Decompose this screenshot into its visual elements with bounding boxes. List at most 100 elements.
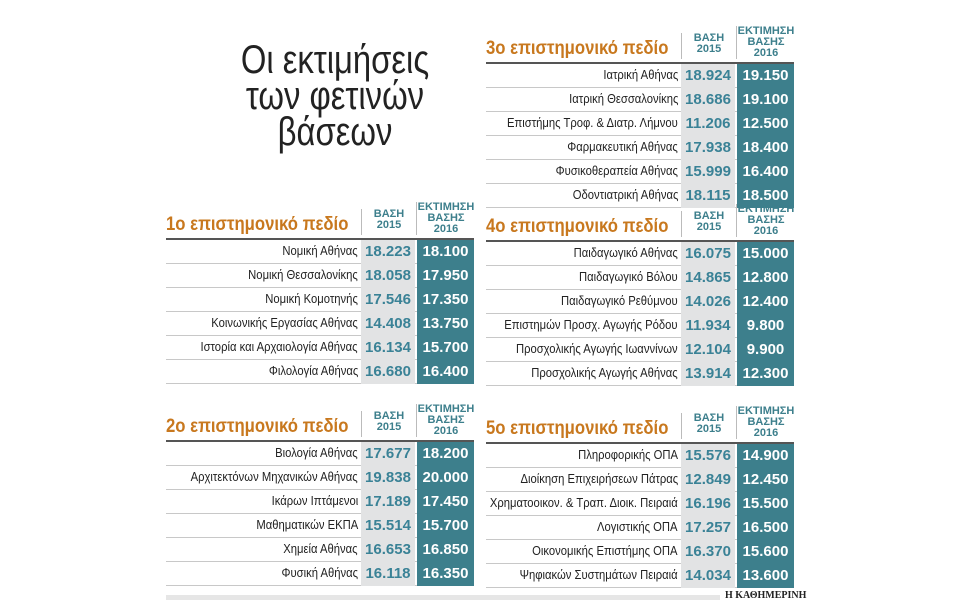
estimate-2016: 15.000 xyxy=(737,242,794,266)
column-header-line: ΒΑΣΗ xyxy=(693,412,725,424)
column-header-2016: ΕΚΤΙΜΗΣΗ ΒΑΣΗΣ 2016 xyxy=(736,406,795,439)
department-name: Λογιστικής ΟΠΑ xyxy=(597,520,678,534)
base-2015: 18.058 xyxy=(361,264,415,288)
estimate-2016: 14.900 xyxy=(737,444,794,468)
base-2015: 13.914 xyxy=(681,362,735,386)
table-title: 2ο επιστημονικό πεδίο xyxy=(166,416,349,437)
estimate-2016: 19.100 xyxy=(737,88,794,112)
estimate-2016: 15.600 xyxy=(737,540,794,564)
base-2015: 17.938 xyxy=(681,136,735,160)
column-header-line: ΒΑΣΗΣ xyxy=(427,414,465,426)
column-header-line: ΒΑΣΗ xyxy=(373,410,405,422)
base-2015: 15.999 xyxy=(681,160,735,184)
table-row: Οικονομικής Επιστήμης ΟΠΑ 16.370 15.600 xyxy=(486,540,794,564)
table-row: Κοινωνικής Εργασίας Αθήνας 14.408 13.750 xyxy=(166,312,474,336)
credit-logo: Η ΚΑΘΗΜΕΡΙΝΗ xyxy=(725,590,807,601)
field-table: 2ο επιστημονικό πεδίο ΒΑΣΗ 2015 ΕΚΤΙΜΗΣΗ Β… xyxy=(166,394,474,586)
base-2015: 15.514 xyxy=(361,514,415,538)
estimate-2016: 16.400 xyxy=(737,160,794,184)
estimate-2016: 16.850 xyxy=(417,538,474,562)
table-row: Φυσική Αθήνας 16.118 16.350 xyxy=(166,562,474,586)
department-name: Παιδαγωγικό Αθήνας xyxy=(573,246,678,260)
estimate-2016: 13.600 xyxy=(737,564,794,588)
column-header-line: ΒΑΣΗΣ xyxy=(747,36,785,48)
base-2015: 14.034 xyxy=(681,564,735,588)
field-table: 3ο επιστημονικό πεδίο ΒΑΣΗ 2015 ΕΚΤΙΜΗΣΗ Β… xyxy=(486,16,794,208)
title-line: Οι εκτιμήσεις xyxy=(240,38,430,82)
title-line: των φετινών xyxy=(245,74,425,118)
column-header-line: ΕΚΤΙΜΗΣΗ xyxy=(417,403,475,415)
table-row: Λογιστικής ΟΠΑ 17.257 16.500 xyxy=(486,516,794,540)
table-row: Διοίκηση Επιχειρήσεων Πάτρας 12.849 12.4… xyxy=(486,468,794,492)
estimate-2016: 9.800 xyxy=(737,314,794,338)
table-row: Παιδαγωγικό Ρεθύμνου 14.026 12.400 xyxy=(486,290,794,314)
department-name: Φυσική Αθήνας xyxy=(281,566,358,580)
estimate-2016: 12.300 xyxy=(737,362,794,386)
table-row: Οδοντιατρική Αθήνας 18.115 18.500 xyxy=(486,184,794,208)
department-name: Οικονομικής Επιστήμης ΟΠΑ xyxy=(532,544,678,558)
department-name: Φιλολογία Αθήνας xyxy=(268,364,358,378)
department-name: Νομική Κομοτηνής xyxy=(265,292,358,306)
base-2015: 11.934 xyxy=(681,314,735,338)
department-name: Ιστορία και Αρχαιολογία Αθήνας xyxy=(200,340,358,354)
department-name: Επιστημών Προσχ. Αγωγής Ρόδου xyxy=(504,318,678,332)
column-header-line: ΕΚΤΙΜΗΣΗ xyxy=(417,201,475,213)
department-name: Οδοντιατρική Αθήνας xyxy=(572,188,678,202)
field-table: 1ο επιστημονικό πεδίο ΒΑΣΗ 2015 ΕΚΤΙΜΗΣΗ Β… xyxy=(166,192,474,384)
department-name: Νομική Αθήνας xyxy=(282,244,358,258)
base-2015: 15.576 xyxy=(681,444,735,468)
base-2015: 18.686 xyxy=(681,88,735,112)
table-title: 3ο επιστημονικό πεδίο xyxy=(486,38,669,59)
base-2015: 12.849 xyxy=(681,468,735,492)
estimate-2016: 19.150 xyxy=(737,64,794,88)
base-2015: 16.653 xyxy=(361,538,415,562)
table-row: Φαρμακευτική Αθήνας 17.938 18.400 xyxy=(486,136,794,160)
table-row: Πληροφορικής ΟΠΑ 15.576 14.900 xyxy=(486,444,794,468)
department-name: Φαρμακευτική Αθήνας xyxy=(567,140,678,154)
table-row: Προσχολικής Αγωγής Αθήνας 13.914 12.300 xyxy=(486,362,794,386)
column-header-line: 2016 xyxy=(753,427,779,439)
base-2015: 14.865 xyxy=(681,266,735,290)
department-name: Νομική Θεσσαλονίκης xyxy=(248,268,358,282)
base-2015: 14.026 xyxy=(681,290,735,314)
column-header-2016: ΕΚΤΙΜΗΣΗ ΒΑΣΗΣ 2016 xyxy=(736,26,795,59)
base-2015: 16.118 xyxy=(361,562,415,586)
footer-divider xyxy=(166,595,720,600)
department-name: Βιολογία Αθήνας xyxy=(275,446,358,460)
table-header: 5ο επιστημονικό πεδίο ΒΑΣΗ 2015 ΕΚΤΙΜΗΣΗ Β… xyxy=(486,396,794,444)
column-header-2015: ΒΑΣΗ 2015 xyxy=(681,211,736,237)
estimate-2016: 18.500 xyxy=(737,184,794,208)
column-header-line: ΕΚΤΙΜΗΣΗ xyxy=(737,405,795,417)
department-name: Προσχολικής Αγωγής Ιωαννίνων xyxy=(516,342,678,356)
column-header-line: ΕΚΤΙΜΗΣΗ xyxy=(737,203,795,215)
department-name: Παιδαγωγικό Ρεθύμνου xyxy=(561,294,678,308)
column-header-line: 2015 xyxy=(696,221,722,233)
table-row: Προσχολικής Αγωγής Ιωαννίνων 12.104 9.90… xyxy=(486,338,794,362)
department-name: Μαθηματικών ΕΚΠΑ xyxy=(256,518,358,532)
department-name: Παιδαγωγικό Βόλου xyxy=(579,270,678,284)
department-name: Διοίκηση Επιχειρήσεων Πάτρας xyxy=(520,472,678,486)
estimate-2016: 18.100 xyxy=(417,240,474,264)
base-2015: 16.370 xyxy=(681,540,735,564)
estimate-2016: 15.700 xyxy=(417,336,474,360)
page-title: Οι εκτιμήσεις των φετινών βάσεων xyxy=(237,38,434,152)
table-row: Ικάρων Ιπτάμενοι 17.189 17.450 xyxy=(166,490,474,514)
table-row: Χημεία Αθήνας 16.653 16.850 xyxy=(166,538,474,562)
column-header-2016: ΕΚΤΙΜΗΣΗ ΒΑΣΗΣ 2016 xyxy=(416,404,475,437)
column-header-line: ΒΑΣΗ xyxy=(693,210,725,222)
base-2015: 16.196 xyxy=(681,492,735,516)
base-2015: 17.189 xyxy=(361,490,415,514)
column-header-line: 2016 xyxy=(433,425,459,437)
column-header-2015: ΒΑΣΗ 2015 xyxy=(361,411,416,437)
estimate-2016: 17.450 xyxy=(417,490,474,514)
column-header-line: 2015 xyxy=(696,423,722,435)
base-2015: 17.546 xyxy=(361,288,415,312)
table-row: Επιστήμης Τροφ. & Διατρ. Λήμνου 11.206 1… xyxy=(486,112,794,136)
estimate-2016: 16.350 xyxy=(417,562,474,586)
table-row: Παιδαγωγικό Βόλου 14.865 12.800 xyxy=(486,266,794,290)
department-name: Προσχολικής Αγωγής Αθήνας xyxy=(531,366,678,380)
column-header-line: 2016 xyxy=(433,223,459,235)
field-table: 5ο επιστημονικό πεδίο ΒΑΣΗ 2015 ΕΚΤΙΜΗΣΗ Β… xyxy=(486,396,794,588)
column-header-line: 2015 xyxy=(696,43,722,55)
table-row: Βιολογία Αθήνας 17.677 18.200 xyxy=(166,442,474,466)
